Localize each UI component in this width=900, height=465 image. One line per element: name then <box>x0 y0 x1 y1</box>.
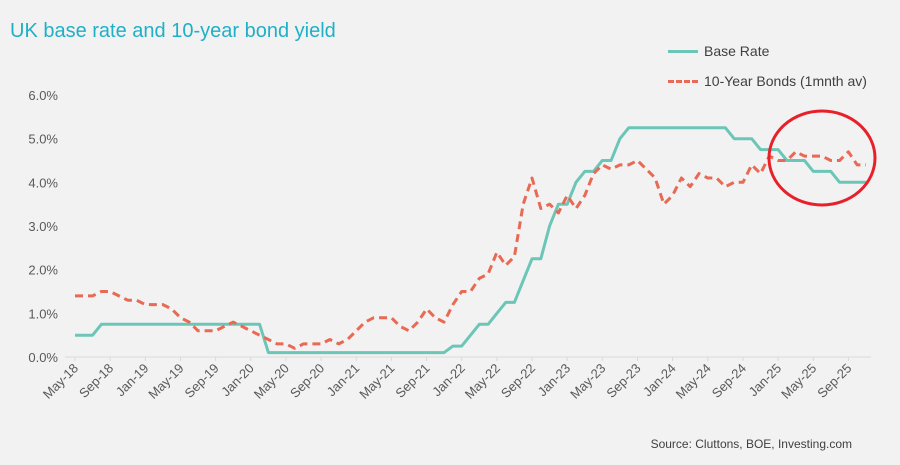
y-tick-label: 5.0% <box>28 132 58 147</box>
y-tick-label: 6.0% <box>28 88 58 103</box>
x-tick-label: Sep-19 <box>181 361 221 401</box>
x-tick-label: Sep-24 <box>709 361 749 401</box>
y-tick-label: 1.0% <box>28 306 58 321</box>
x-tick-label: May-18 <box>40 361 81 402</box>
y-tick-label: 2.0% <box>28 263 58 278</box>
legend: Base Rate 10-Year Bonds (1mnth av) <box>668 36 867 96</box>
legend-item-bonds: 10-Year Bonds (1mnth av) <box>668 66 867 96</box>
x-tick-label: Sep-18 <box>76 361 116 401</box>
legend-swatch-bonds <box>668 79 698 83</box>
x-tick-label: May-25 <box>778 361 819 402</box>
y-tick-label: 3.0% <box>28 219 58 234</box>
legend-item-base-rate: Base Rate <box>668 36 867 66</box>
x-tick-label: May-19 <box>145 361 186 402</box>
x-tick-label: May-23 <box>567 361 608 402</box>
x-tick-label: Sep-20 <box>287 361 327 401</box>
source-note: Source: Cluttons, BOE, Investing.com <box>650 437 852 451</box>
legend-swatch-base-rate <box>668 49 698 53</box>
series-line-bonds <box>75 150 866 350</box>
x-tick-label: Jan-23 <box>535 361 574 400</box>
legend-label-base-rate: Base Rate <box>704 43 770 59</box>
x-tick-label: May-24 <box>673 361 714 402</box>
y-tick-label: 4.0% <box>28 175 58 190</box>
x-tick-label: May-21 <box>356 361 397 402</box>
x-tick-label: Sep-23 <box>603 361 643 401</box>
x-tick-label: Sep-22 <box>498 361 538 401</box>
x-tick-label: Jan-19 <box>113 361 152 400</box>
chart-title: UK base rate and 10-year bond yield <box>10 20 336 42</box>
x-tick-label: May-20 <box>251 361 292 402</box>
x-tick-label: Jan-21 <box>324 361 363 400</box>
legend-label-bonds: 10-Year Bonds (1mnth av) <box>704 73 867 89</box>
x-tick-label: Sep-25 <box>814 361 854 401</box>
x-tick-label: Jan-25 <box>746 361 785 400</box>
x-tick-label: Jan-20 <box>218 361 257 400</box>
x-tick-label: May-22 <box>462 361 503 402</box>
x-tick-label: Jan-22 <box>429 361 468 400</box>
y-tick-label: 0.0% <box>28 350 58 365</box>
x-tick-label: Sep-21 <box>392 361 432 401</box>
x-tick-label: Jan-24 <box>640 361 679 400</box>
highlight-circle <box>767 109 877 207</box>
series-line-base-rate <box>75 126 866 355</box>
